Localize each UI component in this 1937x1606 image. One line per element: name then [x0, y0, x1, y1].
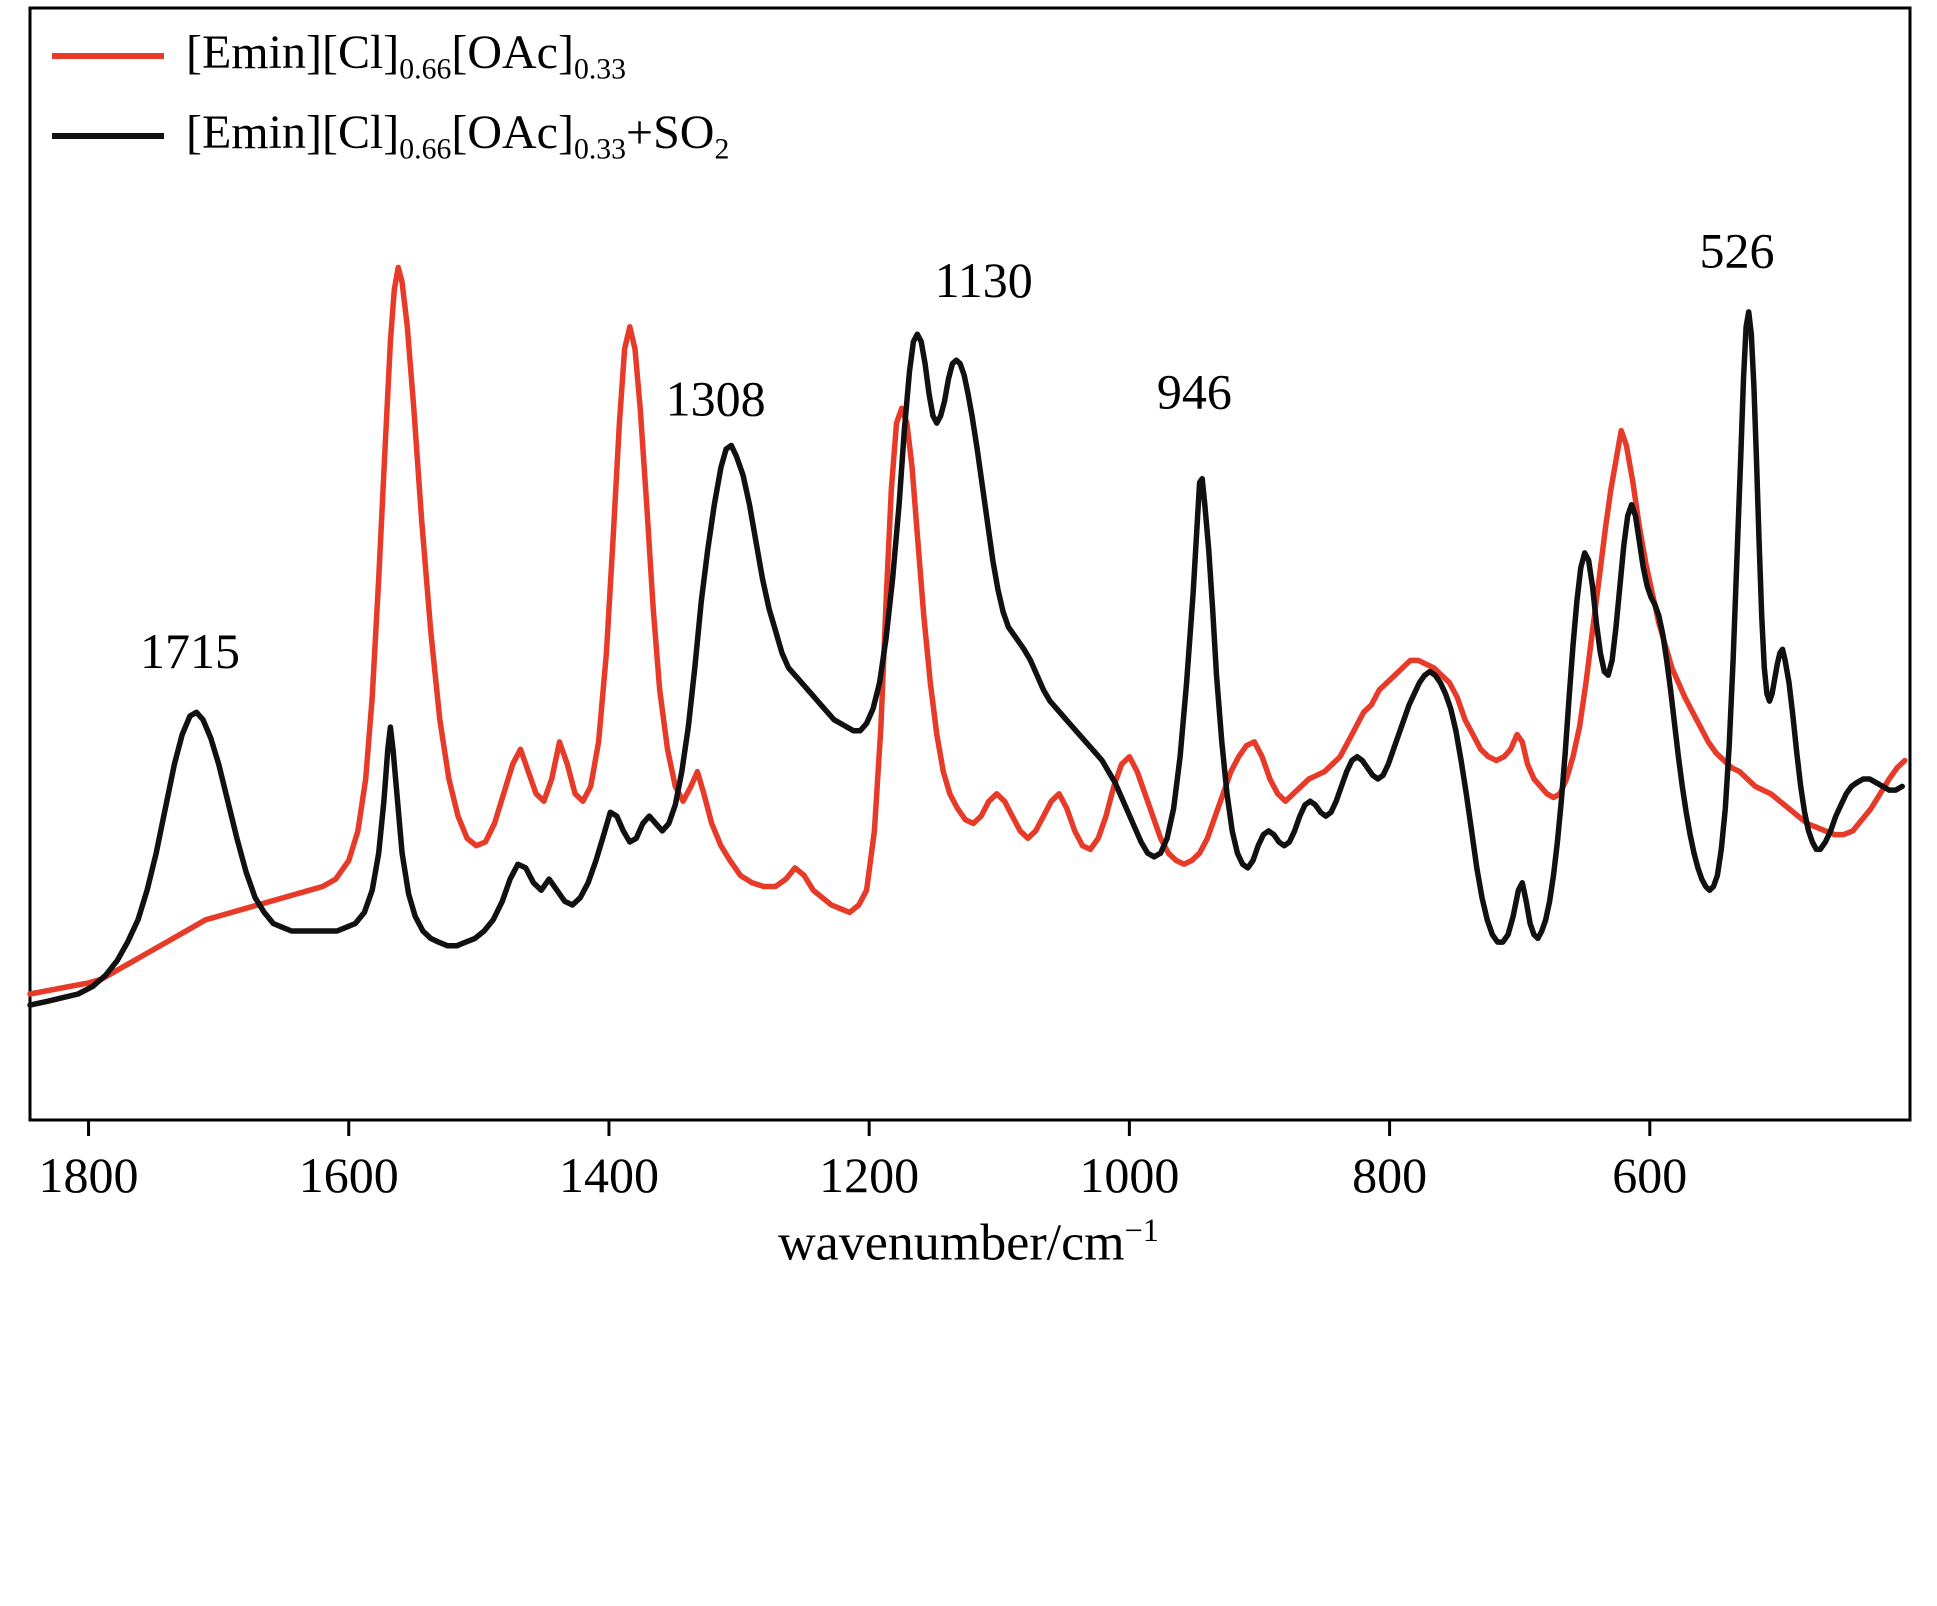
x-tick-label: 800 [1352, 1147, 1427, 1203]
x-axis-title-superscript: −1 [1124, 1212, 1159, 1248]
legend-label-subscript: 0.33 [573, 52, 627, 86]
x-tick-label: 1400 [559, 1147, 659, 1203]
x-axis-title: wavenumber/cm−1 [0, 1212, 1937, 1272]
legend-label-text: [Emin][Cl] [186, 26, 400, 80]
legend: [Emin][Cl]0.66[OAc]0.33 [Emin][Cl]0.66[OA… [52, 16, 729, 176]
legend-item-black: [Emin][Cl]0.66[OAc]0.33+SO2 [52, 96, 729, 176]
legend-label-text: [Emin][Cl] [186, 106, 400, 160]
spectrum-line-black [27, 309, 1905, 1008]
legend-label-subscript: 2 [714, 132, 730, 166]
x-tick-label: 1000 [1079, 1147, 1179, 1203]
legend-item-red: [Emin][Cl]0.66[OAc]0.33 [52, 16, 729, 96]
legend-label-red: [Emin][Cl]0.66[OAc]0.33 [186, 25, 626, 87]
peak-annotation-1130: 1130 [935, 252, 1033, 308]
x-tick-label: 1600 [299, 1147, 399, 1203]
x-tick-label: 1800 [39, 1147, 139, 1203]
plot-frame [28, 6, 1912, 1122]
peak-annotation-1308: 1308 [666, 371, 766, 427]
peak-annotation-1715: 1715 [140, 623, 240, 679]
legend-label-black: [Emin][Cl]0.66[OAc]0.33+SO2 [186, 105, 729, 167]
legend-label-text: [OAc] [451, 106, 574, 160]
peak-annotation-946: 946 [1157, 363, 1232, 419]
x-tick-label: 600 [1612, 1147, 1687, 1203]
spectrum-line-red [27, 264, 1908, 997]
legend-line-black [52, 133, 164, 139]
legend-label-subscript: 0.66 [399, 132, 452, 166]
legend-label-subscript: 0.66 [399, 52, 452, 86]
legend-label-text: [OAc] [451, 26, 574, 80]
legend-label-text: +SO [626, 106, 715, 160]
x-axis-title-text: wavenumber/cm [778, 1214, 1125, 1272]
peak-annotation-526: 526 [1699, 222, 1774, 278]
x-tick-label: 1200 [819, 1147, 919, 1203]
legend-line-red [52, 53, 164, 59]
legend-label-subscript: 0.33 [573, 132, 627, 166]
